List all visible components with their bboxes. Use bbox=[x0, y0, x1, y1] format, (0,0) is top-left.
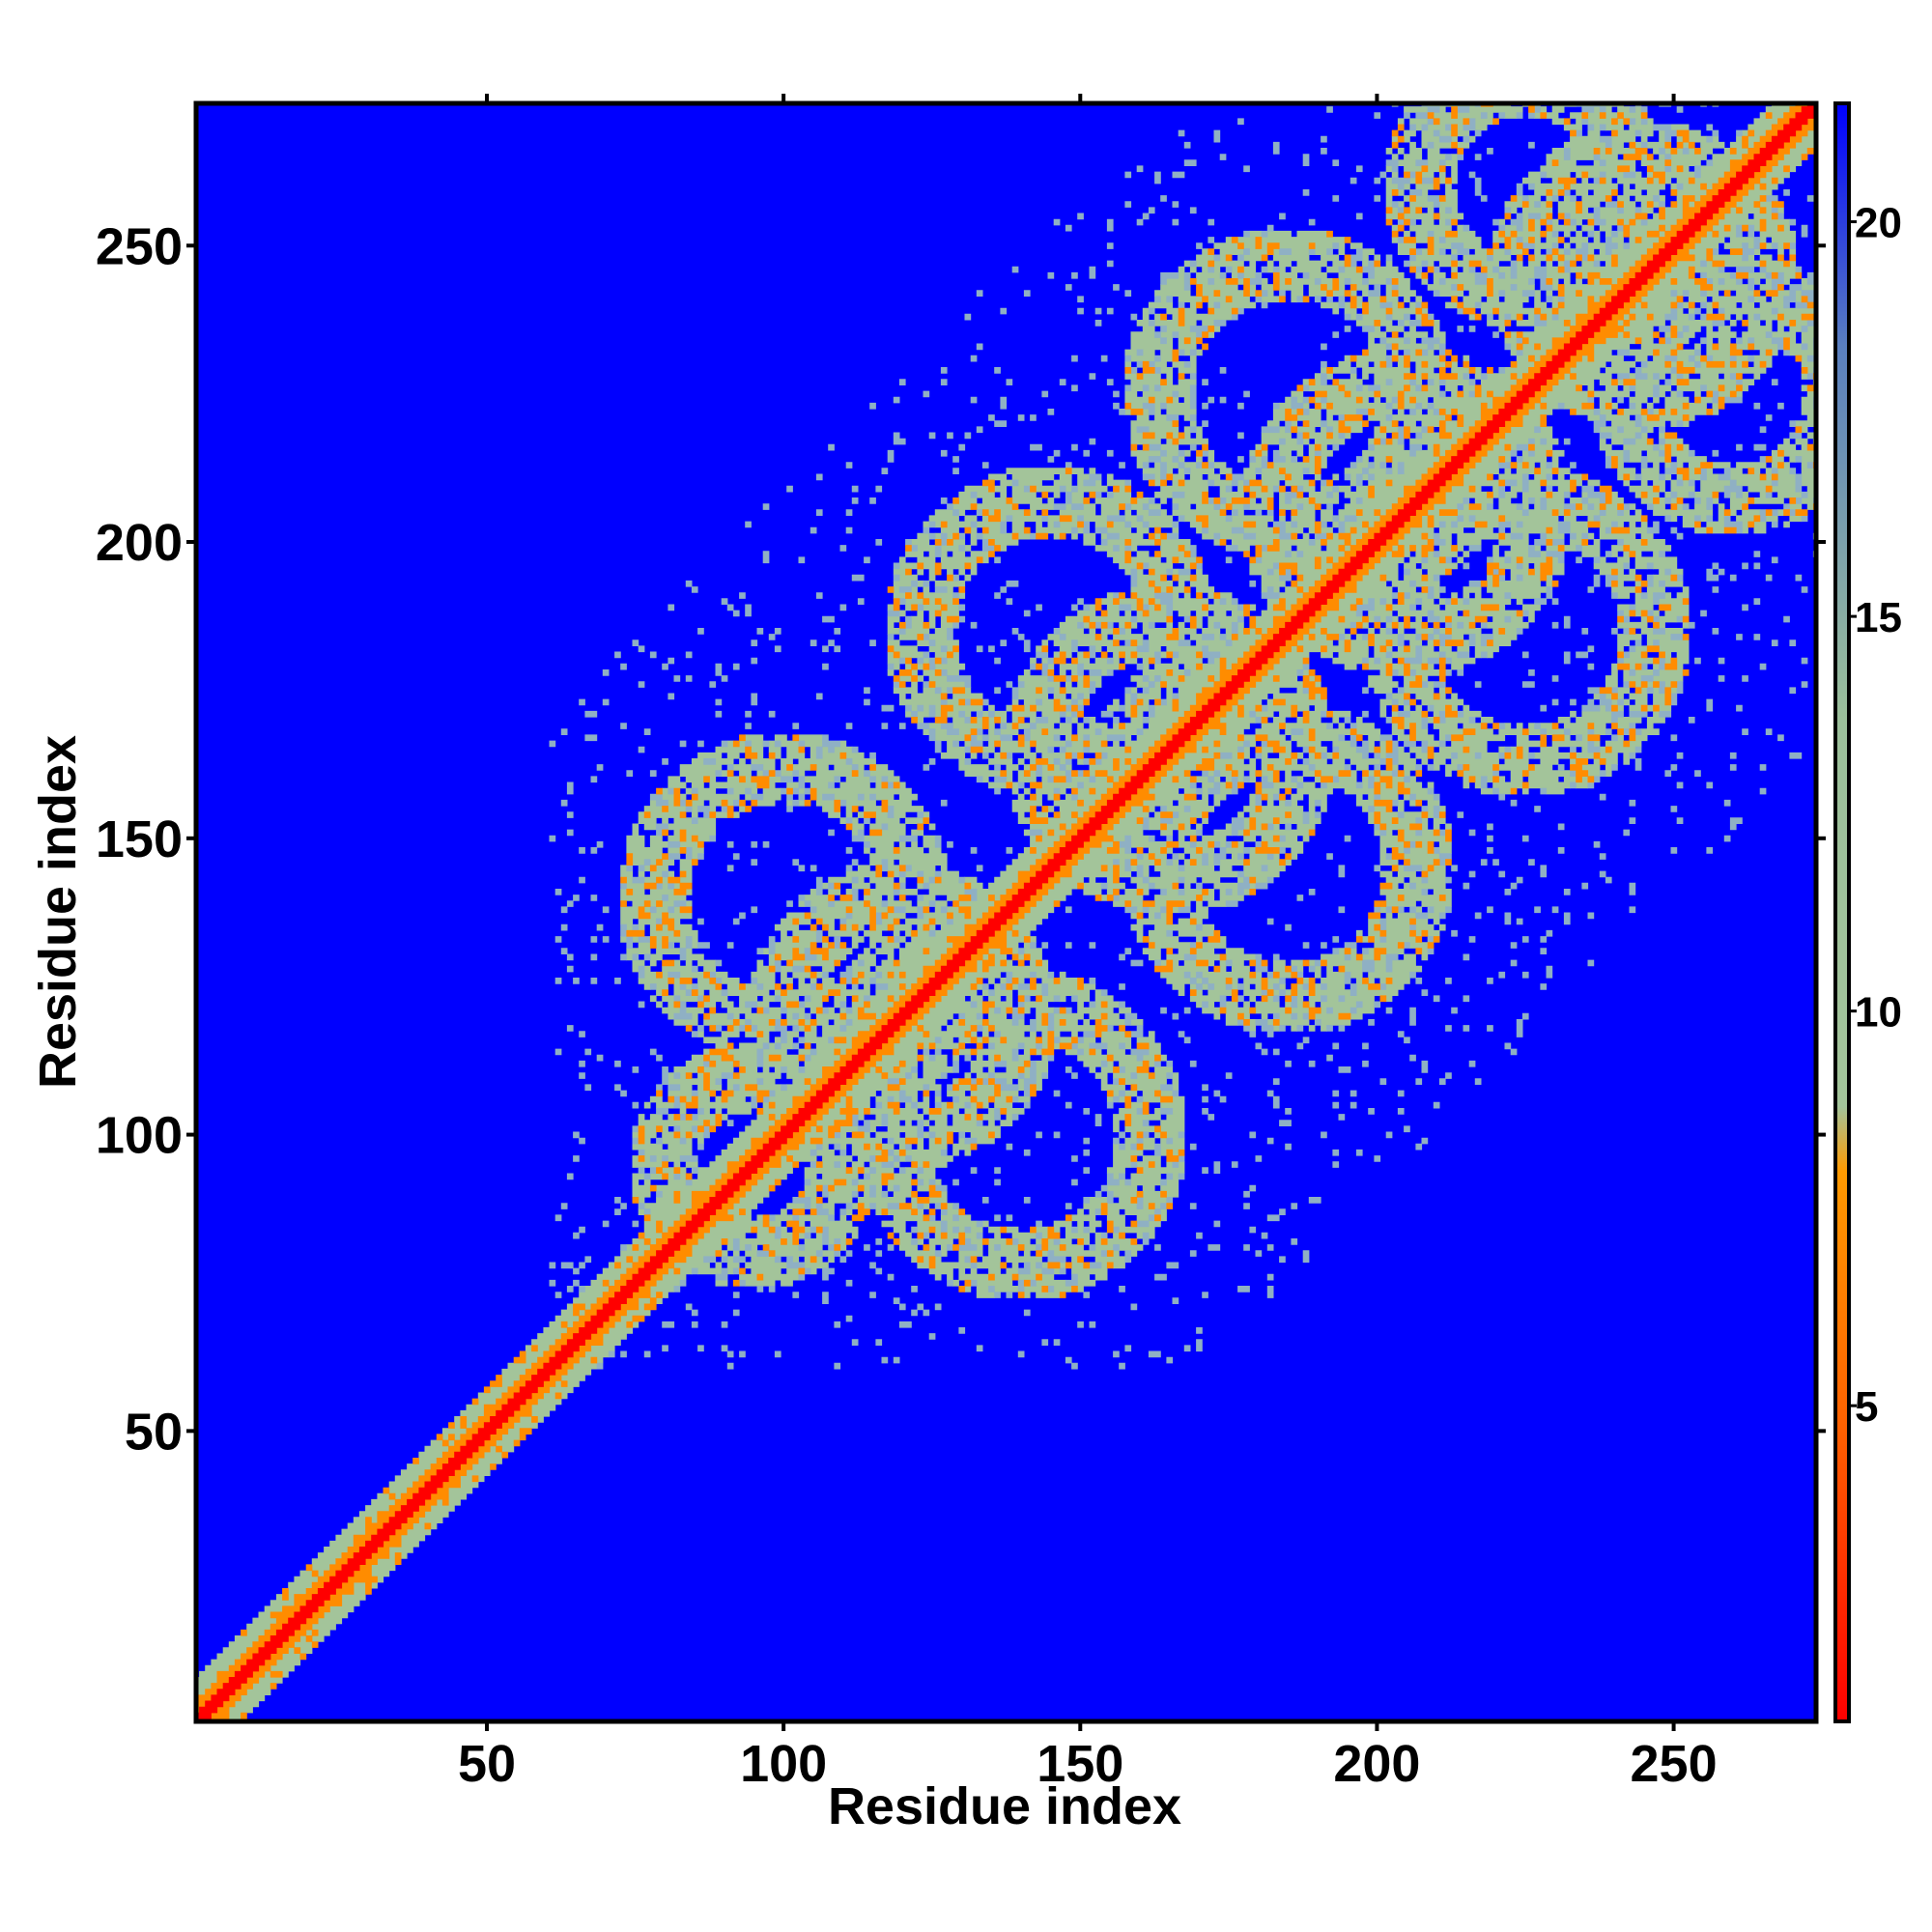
y-tick-label: 200 bbox=[96, 514, 183, 572]
colorbar-tick-label: 20 bbox=[1855, 200, 1902, 247]
x-tick-label: 250 bbox=[1631, 1735, 1718, 1793]
x-tick-label: 200 bbox=[1333, 1735, 1420, 1793]
y-tick-label: 150 bbox=[96, 810, 183, 868]
y-tick-label: 250 bbox=[96, 217, 183, 275]
y-tick-label: 50 bbox=[125, 1403, 183, 1461]
heatmap-plot-area bbox=[193, 100, 1819, 1724]
x-axis-ticks: 50 100 150 200 250 bbox=[458, 94, 1718, 1793]
colorbar-gradient bbox=[1833, 101, 1851, 1723]
y-axis-title: Residue index bbox=[29, 735, 87, 1089]
x-tick-label: 50 bbox=[458, 1735, 516, 1793]
plot-frame bbox=[193, 100, 1819, 1724]
x-tick-label: 100 bbox=[740, 1735, 827, 1793]
y-tick-label: 100 bbox=[96, 1107, 183, 1165]
colorbar: 5 10 15 20 bbox=[1833, 101, 1902, 1723]
colorbar-tick-label: 5 bbox=[1855, 1383, 1878, 1431]
colorbar-tick-label: 10 bbox=[1855, 989, 1902, 1037]
heatmap-cells-diagonal bbox=[196, 103, 1816, 1721]
colorbar-tick-label: 15 bbox=[1855, 594, 1902, 641]
x-tick-label: 150 bbox=[1037, 1735, 1123, 1793]
x-axis-title: Residue index bbox=[828, 1777, 1181, 1835]
y-axis-ticks: 50 100 150 200 250 bbox=[96, 217, 1826, 1461]
